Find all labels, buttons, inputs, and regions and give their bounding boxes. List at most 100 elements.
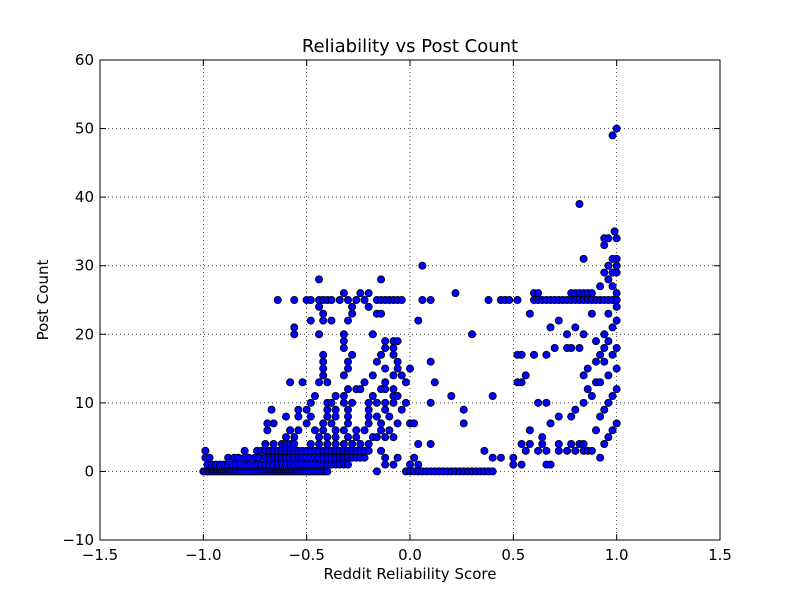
data-point: [364, 302, 373, 311]
data-point: [405, 364, 414, 373]
data-point: [377, 446, 386, 455]
data-point: [587, 446, 596, 455]
data-point: [310, 426, 319, 435]
x-tick-label: 0.5: [501, 546, 525, 564]
data-point: [488, 467, 497, 476]
data-point: [600, 330, 609, 339]
data-point: [496, 453, 505, 462]
data-point: [587, 391, 596, 400]
data-point: [604, 275, 613, 284]
data-point: [583, 385, 592, 394]
data-point: [364, 446, 373, 455]
data-point: [273, 295, 282, 304]
data-point: [389, 385, 398, 394]
data-point: [604, 261, 613, 270]
data-point: [290, 323, 299, 332]
data-point: [612, 302, 621, 311]
data-point: [525, 309, 534, 318]
data-point: [331, 405, 340, 414]
data-point: [331, 391, 340, 400]
data-point: [385, 426, 394, 435]
data-point: [459, 405, 468, 414]
data-point: [331, 426, 340, 435]
x-tick-label: −1.0: [185, 546, 221, 564]
data-point: [315, 378, 324, 387]
data-point: [538, 433, 547, 442]
data-point: [484, 295, 493, 304]
data-point: [389, 433, 398, 442]
y-tick-label: 50: [75, 120, 94, 138]
data-point: [343, 433, 352, 442]
y-tick-labels: −10 0 10 20 30 40 50 60: [62, 51, 94, 549]
data-point: [447, 391, 456, 400]
data-point: [604, 398, 613, 407]
data-point: [542, 350, 551, 359]
chart-title: Reliability vs Post Count: [302, 36, 518, 57]
data-point: [281, 412, 290, 421]
data-point: [397, 295, 406, 304]
data-point: [410, 453, 419, 462]
data-point: [596, 350, 605, 359]
data-point: [240, 446, 249, 455]
data-point: [567, 343, 576, 352]
data-point: [315, 433, 324, 442]
data-point: [600, 439, 609, 448]
data-point: [352, 295, 361, 304]
data-point: [480, 446, 489, 455]
data-point: [343, 405, 352, 414]
data-point: [290, 433, 299, 442]
data-point: [356, 439, 365, 448]
data-point: [604, 433, 613, 442]
data-point: [397, 405, 406, 414]
data-point: [600, 405, 609, 414]
data-point: [319, 371, 328, 380]
data-point: [451, 289, 460, 298]
data-point: [319, 419, 328, 428]
data-point: [596, 412, 605, 421]
data-point: [488, 391, 497, 400]
data-point: [517, 439, 526, 448]
data-point: [418, 261, 427, 270]
data-point: [393, 391, 402, 400]
data-point: [596, 282, 605, 291]
data-point: [608, 268, 617, 277]
data-point: [364, 405, 373, 414]
x-axis-label: Reddit Reliability Score: [324, 565, 497, 583]
data-point: [401, 378, 410, 387]
data-point: [306, 295, 315, 304]
data-point: [319, 364, 328, 373]
data-point: [343, 419, 352, 428]
data-point: [205, 453, 214, 462]
data-point: [608, 391, 617, 400]
data-point: [575, 199, 584, 208]
data-point: [343, 412, 352, 421]
data-point: [612, 385, 621, 394]
data-point: [381, 385, 390, 394]
data-point: [600, 357, 609, 366]
data-point: [567, 439, 576, 448]
data-point: [612, 295, 621, 304]
data-point: [575, 343, 584, 352]
data-point: [323, 378, 332, 387]
data-point: [323, 467, 332, 476]
data-point: [331, 433, 340, 442]
data-point: [327, 316, 336, 325]
data-point: [509, 453, 518, 462]
data-point: [315, 330, 324, 339]
data-point: [306, 439, 315, 448]
data-points: [199, 124, 621, 476]
data-point: [612, 124, 621, 133]
data-point: [377, 426, 386, 435]
data-point: [356, 289, 365, 298]
data-point: [612, 254, 621, 263]
data-point: [542, 398, 551, 407]
data-point: [600, 241, 609, 250]
data-point: [339, 371, 348, 380]
data-point: [323, 433, 332, 442]
data-point: [608, 323, 617, 332]
data-point: [339, 337, 348, 346]
data-point: [364, 398, 373, 407]
data-point: [612, 234, 621, 243]
data-point: [604, 371, 613, 380]
data-point: [348, 309, 357, 318]
